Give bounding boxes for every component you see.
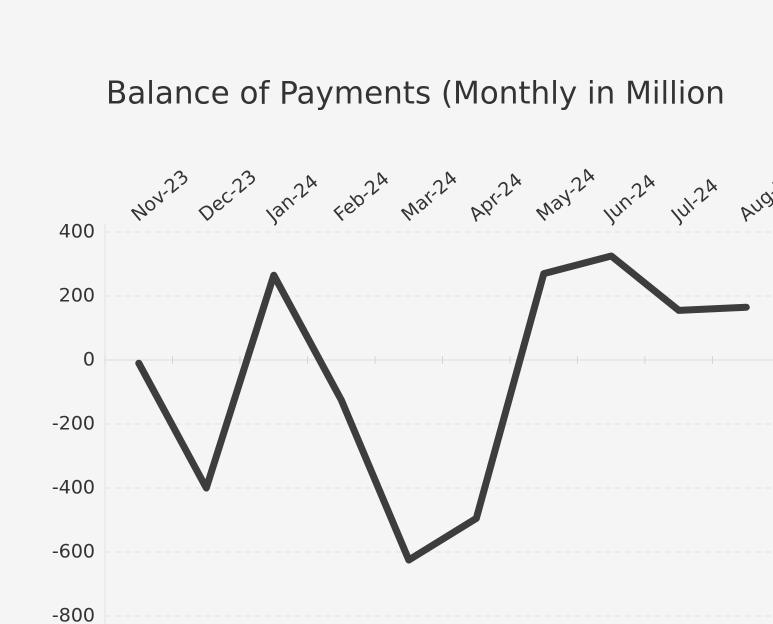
x-tick-label: Jul-24	[667, 175, 723, 227]
x-tick-label: Apr-24	[465, 169, 527, 226]
x-tick-label: Aug-24	[735, 165, 773, 226]
chart-title: Balance of Payments (Monthly in Million	[106, 76, 725, 112]
line-series	[135, 252, 750, 564]
x-tick-label: May-24	[532, 164, 600, 226]
x-tick-label: Mar-24	[397, 167, 461, 226]
x-tick-label: Jun-24	[599, 170, 660, 227]
y-tick-label: 200	[59, 285, 95, 307]
x-tick-label: Dec-23	[195, 166, 261, 226]
x-tick-label: Nov-23	[127, 166, 193, 226]
x-tick-label: Jan-24	[262, 170, 323, 226]
y-tick-label: -400	[52, 477, 95, 499]
x-tick-label: Feb-24	[330, 168, 394, 226]
y-tick-label: 400	[59, 221, 95, 243]
y-tick-label: -800	[52, 605, 95, 624]
y-tick-label: -600	[52, 541, 95, 563]
y-tick-label: 0	[83, 349, 95, 371]
y-tick-label: -200	[52, 413, 95, 435]
